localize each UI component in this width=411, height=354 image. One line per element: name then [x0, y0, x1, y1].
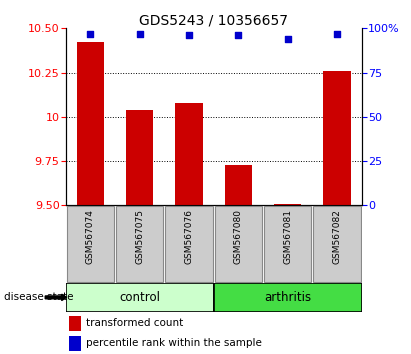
Bar	[66, 283, 214, 312]
Text: GSM567075: GSM567075	[135, 209, 144, 264]
Text: GSM567081: GSM567081	[283, 209, 292, 264]
Point	[334, 31, 340, 36]
Text: percentile rank within the sample: percentile rank within the sample	[86, 338, 262, 348]
Bar	[69, 336, 81, 350]
Text: GSM567082: GSM567082	[332, 209, 342, 264]
Text: control: control	[119, 291, 160, 304]
Bar	[215, 206, 262, 282]
Bar	[313, 206, 361, 282]
Text: GSM567076: GSM567076	[185, 209, 194, 264]
Text: GSM567080: GSM567080	[234, 209, 243, 264]
Bar	[126, 110, 153, 205]
Point	[186, 33, 192, 38]
Title: GDS5243 / 10356657: GDS5243 / 10356657	[139, 13, 288, 27]
Bar	[116, 206, 164, 282]
Bar	[323, 71, 351, 205]
Text: disease state: disease state	[4, 292, 74, 302]
Bar	[69, 316, 81, 331]
Bar	[67, 206, 114, 282]
Point	[235, 33, 242, 38]
Bar	[274, 204, 301, 205]
Bar	[165, 206, 213, 282]
Point	[284, 36, 291, 42]
Text: arthritis: arthritis	[264, 291, 311, 304]
Bar	[225, 165, 252, 205]
Point	[136, 31, 143, 36]
Text: GSM567074: GSM567074	[86, 209, 95, 264]
Bar	[175, 103, 203, 205]
Bar	[264, 206, 312, 282]
Text: transformed count: transformed count	[86, 318, 184, 329]
Bar	[214, 283, 362, 312]
Bar	[77, 42, 104, 205]
Point	[87, 31, 94, 36]
